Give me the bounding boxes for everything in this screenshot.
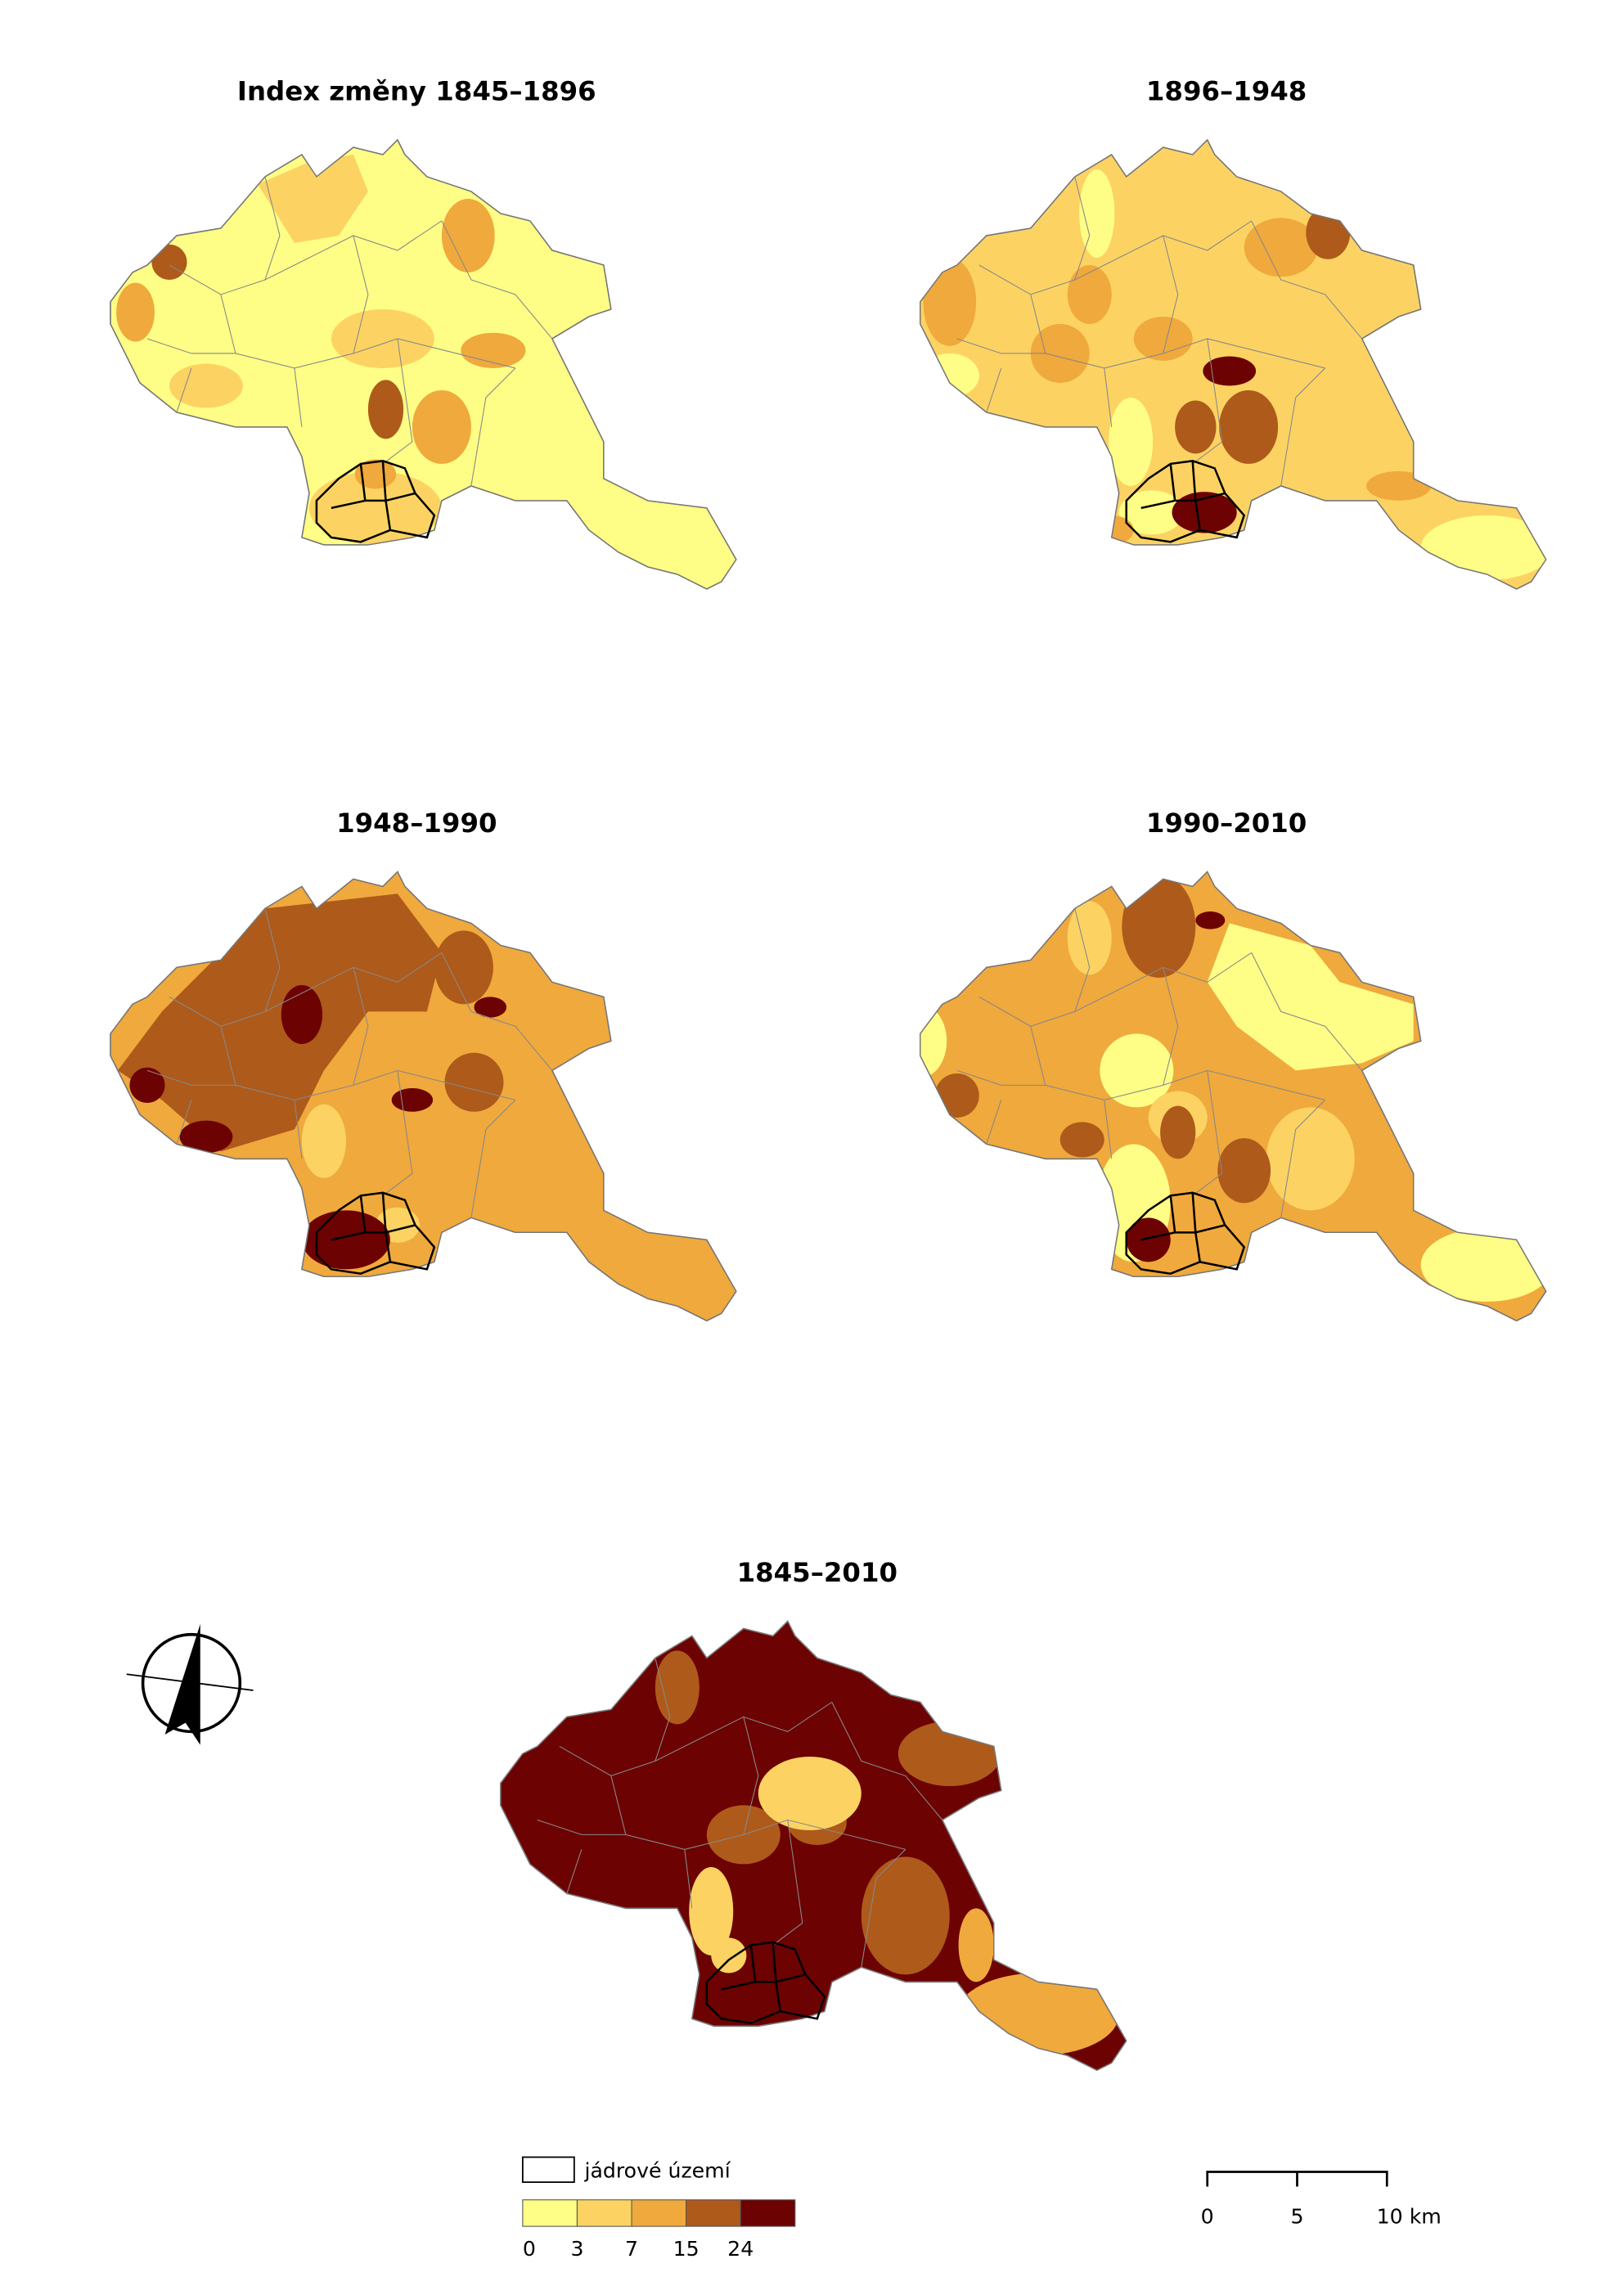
- legend-break: 0: [523, 2237, 536, 2261]
- map-shape: [1206, 2171, 1388, 2187]
- map-region: [689, 1866, 734, 1955]
- map-region: [1067, 264, 1112, 324]
- map-region: [1109, 397, 1154, 486]
- map-region: [861, 1856, 950, 1975]
- map-region: [1366, 470, 1432, 501]
- map-region: [1172, 492, 1237, 533]
- map-region: [1175, 400, 1217, 454]
- legend-swatch: [522, 2199, 578, 2227]
- legend-break: 3: [570, 2237, 583, 2261]
- map-region: [920, 1004, 947, 1078]
- map-region: [711, 1937, 747, 1973]
- map-region: [1079, 169, 1115, 258]
- map-region: [1244, 218, 1318, 277]
- map-title: 1845–2010: [737, 1557, 897, 1588]
- legend-break: 15: [673, 2237, 700, 2261]
- map-region: [958, 1908, 994, 1982]
- map-region: [1217, 1138, 1271, 1204]
- map-2: 1896–1948: [919, 75, 1547, 590]
- scale-label: 0: [1201, 2204, 1214, 2228]
- map-5: 1845–2010: [499, 1557, 1127, 2072]
- scale-bar: 0 5 10 km: [1201, 2171, 1442, 2228]
- legend-label: jádrové území: [583, 2159, 731, 2183]
- map-region: [331, 308, 434, 368]
- map-region: [1126, 1217, 1171, 1262]
- scale-label: 5: [1290, 2204, 1303, 2228]
- map-region: [655, 1650, 700, 1725]
- map-4: 1990–2010: [919, 808, 1547, 1322]
- map-region: [1160, 1105, 1196, 1159]
- legend: jádrové území 0 3 7 15 24: [521, 2156, 796, 2261]
- map-region: [1195, 911, 1226, 929]
- map-region: [1059, 1122, 1104, 1158]
- map-region: [758, 1757, 861, 1830]
- scale-label: 10 km: [1377, 2204, 1442, 2228]
- map-3: 1948–1990: [110, 808, 737, 1322]
- map-region: [444, 1052, 504, 1112]
- legend-break: 24: [727, 2237, 754, 2261]
- map-region: [1420, 515, 1546, 581]
- north-arrow: [126, 1624, 254, 1745]
- map-region: [301, 1104, 346, 1178]
- map-region: [1067, 901, 1112, 975]
- map-title: 1896–1948: [1146, 75, 1307, 106]
- legend-swatch: [686, 2199, 741, 2227]
- map-region: [354, 459, 397, 489]
- map-region: [1122, 875, 1196, 979]
- map-region: [116, 282, 155, 342]
- map-region: [474, 997, 507, 1018]
- map-region: [367, 380, 404, 439]
- map-region: [179, 1120, 233, 1154]
- map-region: [412, 389, 471, 464]
- map-region: [169, 363, 243, 408]
- map-region: [923, 257, 977, 346]
- map-region: [897, 1721, 1001, 1787]
- legend-break: 7: [625, 2237, 638, 2261]
- map-region: [281, 985, 323, 1044]
- map-region: [434, 930, 493, 1005]
- map-title: 1948–1990: [336, 808, 497, 839]
- map-region: [934, 1073, 979, 1118]
- map-region: [391, 1087, 434, 1112]
- map-region: [117, 893, 442, 1152]
- map-title: Index změny 1845–1896: [237, 75, 596, 106]
- map-region: [1203, 356, 1257, 386]
- map-region: [920, 353, 979, 398]
- core-swatch: [521, 2156, 575, 2184]
- map-1: Index změny 1845–1896: [110, 75, 737, 590]
- map-region: [956, 1973, 1119, 2056]
- map-region: [1207, 923, 1414, 1071]
- map-region: [1030, 323, 1090, 383]
- map-shape: [164, 1624, 200, 1745]
- map-region: [1266, 1107, 1355, 1211]
- map-region: [301, 1210, 390, 1270]
- map-region: [1219, 389, 1279, 464]
- legend-swatch: [576, 2199, 632, 2227]
- map-region: [1133, 316, 1193, 361]
- map-title: 1990–2010: [1146, 808, 1307, 839]
- map-region: [257, 155, 368, 243]
- legend-swatch: [740, 2199, 796, 2227]
- map-region: [151, 244, 187, 280]
- map-region: [129, 1067, 165, 1103]
- map-region: [461, 332, 526, 368]
- map-region: [1100, 1033, 1174, 1108]
- map-region: [441, 198, 495, 272]
- legend-swatch: [631, 2199, 687, 2227]
- map-region: [308, 470, 442, 545]
